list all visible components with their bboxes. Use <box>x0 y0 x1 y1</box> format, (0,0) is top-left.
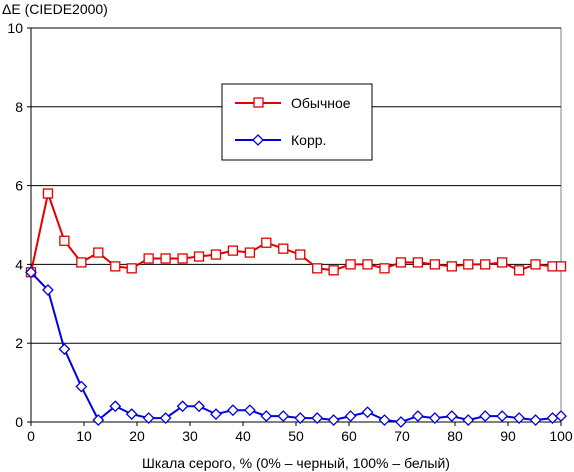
point-0-6 <box>126 263 137 274</box>
x-tick-label-5: 50 <box>288 428 304 444</box>
point-1-8 <box>159 412 172 424</box>
point-1-27 <box>479 410 492 423</box>
point-1-28 <box>496 410 509 423</box>
legend-box <box>221 83 373 161</box>
point-1-26 <box>462 414 475 426</box>
point-0-1 <box>42 188 54 199</box>
point-1-10 <box>193 400 205 413</box>
point-1-22 <box>395 416 407 428</box>
point-1-6 <box>125 408 138 421</box>
point-1-18 <box>327 414 340 426</box>
point-1-20 <box>361 406 374 419</box>
point-1-3 <box>75 380 88 393</box>
x-tick-label-0: 0 <box>27 428 35 444</box>
point-0-28 <box>497 257 508 268</box>
point-0-2 <box>59 235 70 246</box>
point-0-23 <box>412 257 424 268</box>
point-0-21 <box>379 263 390 274</box>
x-tick-label-6: 60 <box>341 428 357 444</box>
point-1-11 <box>210 408 222 421</box>
y-tick-label-4: 8 <box>15 99 23 115</box>
x-tick-label-1: 10 <box>76 428 92 444</box>
point-0-16 <box>295 249 306 260</box>
point-1-1 <box>42 284 54 296</box>
point-1-7 <box>142 412 155 424</box>
point-0-26 <box>463 259 474 270</box>
y-tick-label-3: 6 <box>15 178 23 194</box>
point-0-18 <box>328 265 339 276</box>
point-1-25 <box>445 410 458 423</box>
y-tick-label-0: 0 <box>15 414 23 430</box>
x-tick-label-2: 20 <box>129 428 145 444</box>
point-0-9 <box>177 253 188 264</box>
x-tick-label-9: 90 <box>500 428 516 444</box>
y-tick-labels: 0 2 4 6 8 10 <box>7 20 31 430</box>
point-1-9 <box>176 400 189 413</box>
point-0-14 <box>261 237 272 248</box>
point-1-32 <box>555 410 567 423</box>
point-0-4 <box>93 247 104 258</box>
legend: Обычное Корр. <box>221 83 373 161</box>
point-1-16 <box>294 412 307 424</box>
point-1-12 <box>227 404 239 417</box>
point-0-25 <box>446 261 457 272</box>
point-0-31 <box>547 261 558 272</box>
point-1-29 <box>513 412 526 424</box>
point-1-2 <box>58 343 71 356</box>
point-1-24 <box>428 412 441 424</box>
point-1-4 <box>92 414 105 426</box>
x-tick-label-10: 100 <box>549 428 573 444</box>
point-1-15 <box>277 410 290 423</box>
point-0-30 <box>530 259 541 270</box>
point-0-27 <box>480 259 491 270</box>
point-0-5 <box>110 261 121 272</box>
point-1-30 <box>529 414 542 426</box>
point-0-17 <box>312 263 323 274</box>
legend-label-0: Обычное <box>291 95 351 111</box>
point-0-22 <box>395 257 407 268</box>
point-0-15 <box>278 243 289 254</box>
legend-label-1: Корр. <box>291 132 326 148</box>
point-0-11 <box>210 249 222 260</box>
point-0-7 <box>143 253 154 264</box>
legend-marker-1 <box>252 134 264 146</box>
point-1-17 <box>311 412 324 424</box>
point-0-20 <box>362 259 373 270</box>
point-1-19 <box>344 410 357 423</box>
point-1-14 <box>260 410 273 423</box>
point-1-23 <box>411 410 424 423</box>
series-0 <box>25 188 567 278</box>
legend-marker-0 <box>253 97 264 108</box>
point-0-29 <box>513 265 525 276</box>
x-axis-label: Шкала серого, % (0% – черный, 100% – бел… <box>142 455 450 471</box>
series-1 <box>25 266 567 428</box>
point-1-0 <box>25 266 37 279</box>
point-0-12 <box>227 245 239 256</box>
point-1-13 <box>243 404 256 417</box>
point-0-13 <box>244 247 256 258</box>
point-0-3 <box>76 257 87 268</box>
y-tick-label-5: 10 <box>7 20 23 36</box>
series-group <box>25 188 567 428</box>
x-tick-label-4: 40 <box>235 428 251 444</box>
point-0-19 <box>345 259 356 270</box>
point-0-32 <box>555 261 567 272</box>
point-1-21 <box>378 414 391 426</box>
point-1-5 <box>109 400 122 413</box>
y-tick-label-1: 2 <box>15 335 23 351</box>
point-0-8 <box>160 253 171 264</box>
x-tick-label-7: 70 <box>394 428 410 444</box>
x-tick-label-8: 80 <box>447 428 463 444</box>
y-tick-label-2: 4 <box>15 256 23 272</box>
x-tick-label-3: 30 <box>182 428 198 444</box>
point-0-24 <box>429 259 441 270</box>
x-tick-labels: 0 10 20 30 40 50 60 70 80 90 100 <box>27 422 573 444</box>
point-0-10 <box>193 251 205 262</box>
y-axis-label: ΔE (CIEDE2000) <box>2 1 108 17</box>
